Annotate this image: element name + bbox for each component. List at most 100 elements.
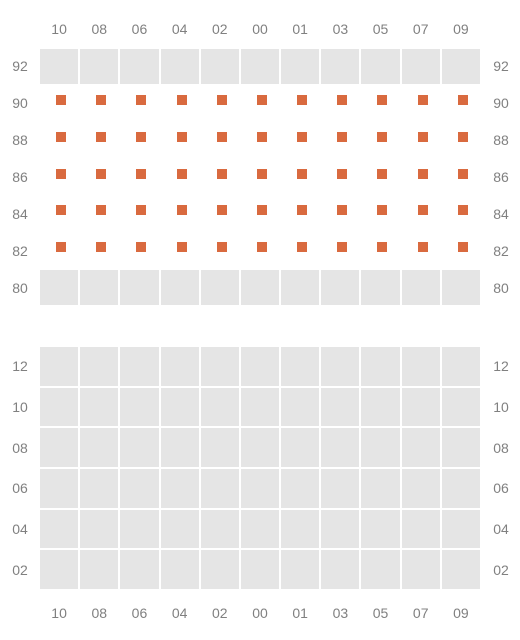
seat-marker[interactable] bbox=[297, 242, 307, 252]
seat-marker[interactable] bbox=[377, 205, 387, 215]
seat-marker[interactable] bbox=[458, 95, 468, 105]
seat-marker[interactable] bbox=[377, 95, 387, 105]
seat-marker[interactable] bbox=[177, 242, 187, 252]
seat-marker[interactable] bbox=[257, 132, 267, 142]
axis-label: 06 bbox=[124, 606, 154, 620]
grid-cell bbox=[79, 468, 119, 509]
seat-marker[interactable] bbox=[337, 95, 347, 105]
seat-marker[interactable] bbox=[96, 95, 106, 105]
axis-label: 04 bbox=[486, 522, 516, 536]
seat-marker[interactable] bbox=[458, 169, 468, 179]
grid-cell bbox=[401, 509, 441, 550]
axis-label: 07 bbox=[406, 606, 436, 620]
grid-cell bbox=[401, 387, 441, 428]
grid-cell bbox=[79, 48, 119, 85]
grid-cell bbox=[360, 549, 400, 590]
seat-marker[interactable] bbox=[217, 205, 227, 215]
seat-marker[interactable] bbox=[337, 169, 347, 179]
seat-marker[interactable] bbox=[297, 169, 307, 179]
grid-cell bbox=[79, 549, 119, 590]
grid-cell bbox=[200, 427, 240, 468]
grid-cell bbox=[441, 346, 481, 387]
seat-marker[interactable] bbox=[56, 242, 66, 252]
grid-cell bbox=[280, 387, 320, 428]
axis-label: 12 bbox=[486, 359, 516, 373]
grid-cell bbox=[79, 427, 119, 468]
axis-label: 82 bbox=[5, 244, 35, 258]
seat-marker[interactable] bbox=[217, 95, 227, 105]
seat-marker[interactable] bbox=[257, 205, 267, 215]
seat-marker[interactable] bbox=[337, 242, 347, 252]
seat-marker[interactable] bbox=[458, 132, 468, 142]
seat-marker[interactable] bbox=[136, 205, 146, 215]
axis-label: 07 bbox=[406, 22, 436, 36]
seat-marker[interactable] bbox=[56, 132, 66, 142]
seat-marker[interactable] bbox=[136, 95, 146, 105]
seat-marker[interactable] bbox=[297, 205, 307, 215]
axis-label: 92 bbox=[486, 59, 516, 73]
seat-marker[interactable] bbox=[377, 242, 387, 252]
seat-marker[interactable] bbox=[136, 132, 146, 142]
grid-cell bbox=[160, 387, 200, 428]
seat-marker[interactable] bbox=[418, 132, 428, 142]
axis-label: 12 bbox=[5, 359, 35, 373]
axis-label: 06 bbox=[124, 22, 154, 36]
grid-cell bbox=[401, 549, 441, 590]
seat-marker[interactable] bbox=[177, 132, 187, 142]
grid-cell bbox=[320, 509, 360, 550]
seat-marker[interactable] bbox=[257, 95, 267, 105]
seat-marker[interactable] bbox=[177, 205, 187, 215]
grid-cell bbox=[119, 509, 159, 550]
grid-cell bbox=[320, 468, 360, 509]
axis-label: 09 bbox=[446, 22, 476, 36]
grid-cell bbox=[160, 468, 200, 509]
grid-cell bbox=[280, 269, 320, 306]
grid-cell bbox=[360, 346, 400, 387]
grid-cell bbox=[79, 387, 119, 428]
seat-marker[interactable] bbox=[217, 169, 227, 179]
seat-marker[interactable] bbox=[418, 205, 428, 215]
seat-marker[interactable] bbox=[458, 205, 468, 215]
seat-marker[interactable] bbox=[217, 132, 227, 142]
seat-marker[interactable] bbox=[136, 169, 146, 179]
seat-marker[interactable] bbox=[418, 169, 428, 179]
seat-marker[interactable] bbox=[56, 169, 66, 179]
seat-marker[interactable] bbox=[177, 95, 187, 105]
seat-marker[interactable] bbox=[96, 169, 106, 179]
axis-label: 10 bbox=[44, 22, 74, 36]
grid-cell bbox=[39, 509, 79, 550]
seat-marker[interactable] bbox=[56, 95, 66, 105]
seat-marker[interactable] bbox=[177, 169, 187, 179]
axis-label: 84 bbox=[486, 207, 516, 221]
seat-marker[interactable] bbox=[257, 169, 267, 179]
axis-label: 00 bbox=[245, 606, 275, 620]
seat-marker[interactable] bbox=[96, 242, 106, 252]
seat-marker[interactable] bbox=[96, 205, 106, 215]
grid-cell bbox=[401, 48, 441, 85]
grid-cell bbox=[441, 387, 481, 428]
seat-marker[interactable] bbox=[297, 132, 307, 142]
seat-marker[interactable] bbox=[377, 132, 387, 142]
seat-marker[interactable] bbox=[337, 132, 347, 142]
seat-marker[interactable] bbox=[56, 205, 66, 215]
grid-cell bbox=[280, 549, 320, 590]
seat-marker[interactable] bbox=[136, 242, 146, 252]
seat-marker[interactable] bbox=[458, 242, 468, 252]
seat-marker[interactable] bbox=[217, 242, 227, 252]
grid-cell bbox=[240, 48, 280, 85]
seat-marker[interactable] bbox=[418, 242, 428, 252]
seat-marker[interactable] bbox=[418, 95, 428, 105]
grid-cell bbox=[240, 549, 280, 590]
seat-marker[interactable] bbox=[96, 132, 106, 142]
grid-cell bbox=[160, 48, 200, 85]
grid-cell bbox=[79, 346, 119, 387]
grid-cell bbox=[160, 509, 200, 550]
seat-marker[interactable] bbox=[377, 169, 387, 179]
seat-marker[interactable] bbox=[257, 242, 267, 252]
axis-label: 03 bbox=[325, 22, 355, 36]
grid-cell bbox=[320, 387, 360, 428]
grid-cell bbox=[280, 427, 320, 468]
seat-marker[interactable] bbox=[337, 205, 347, 215]
axis-label: 90 bbox=[5, 96, 35, 110]
seat-marker[interactable] bbox=[297, 95, 307, 105]
